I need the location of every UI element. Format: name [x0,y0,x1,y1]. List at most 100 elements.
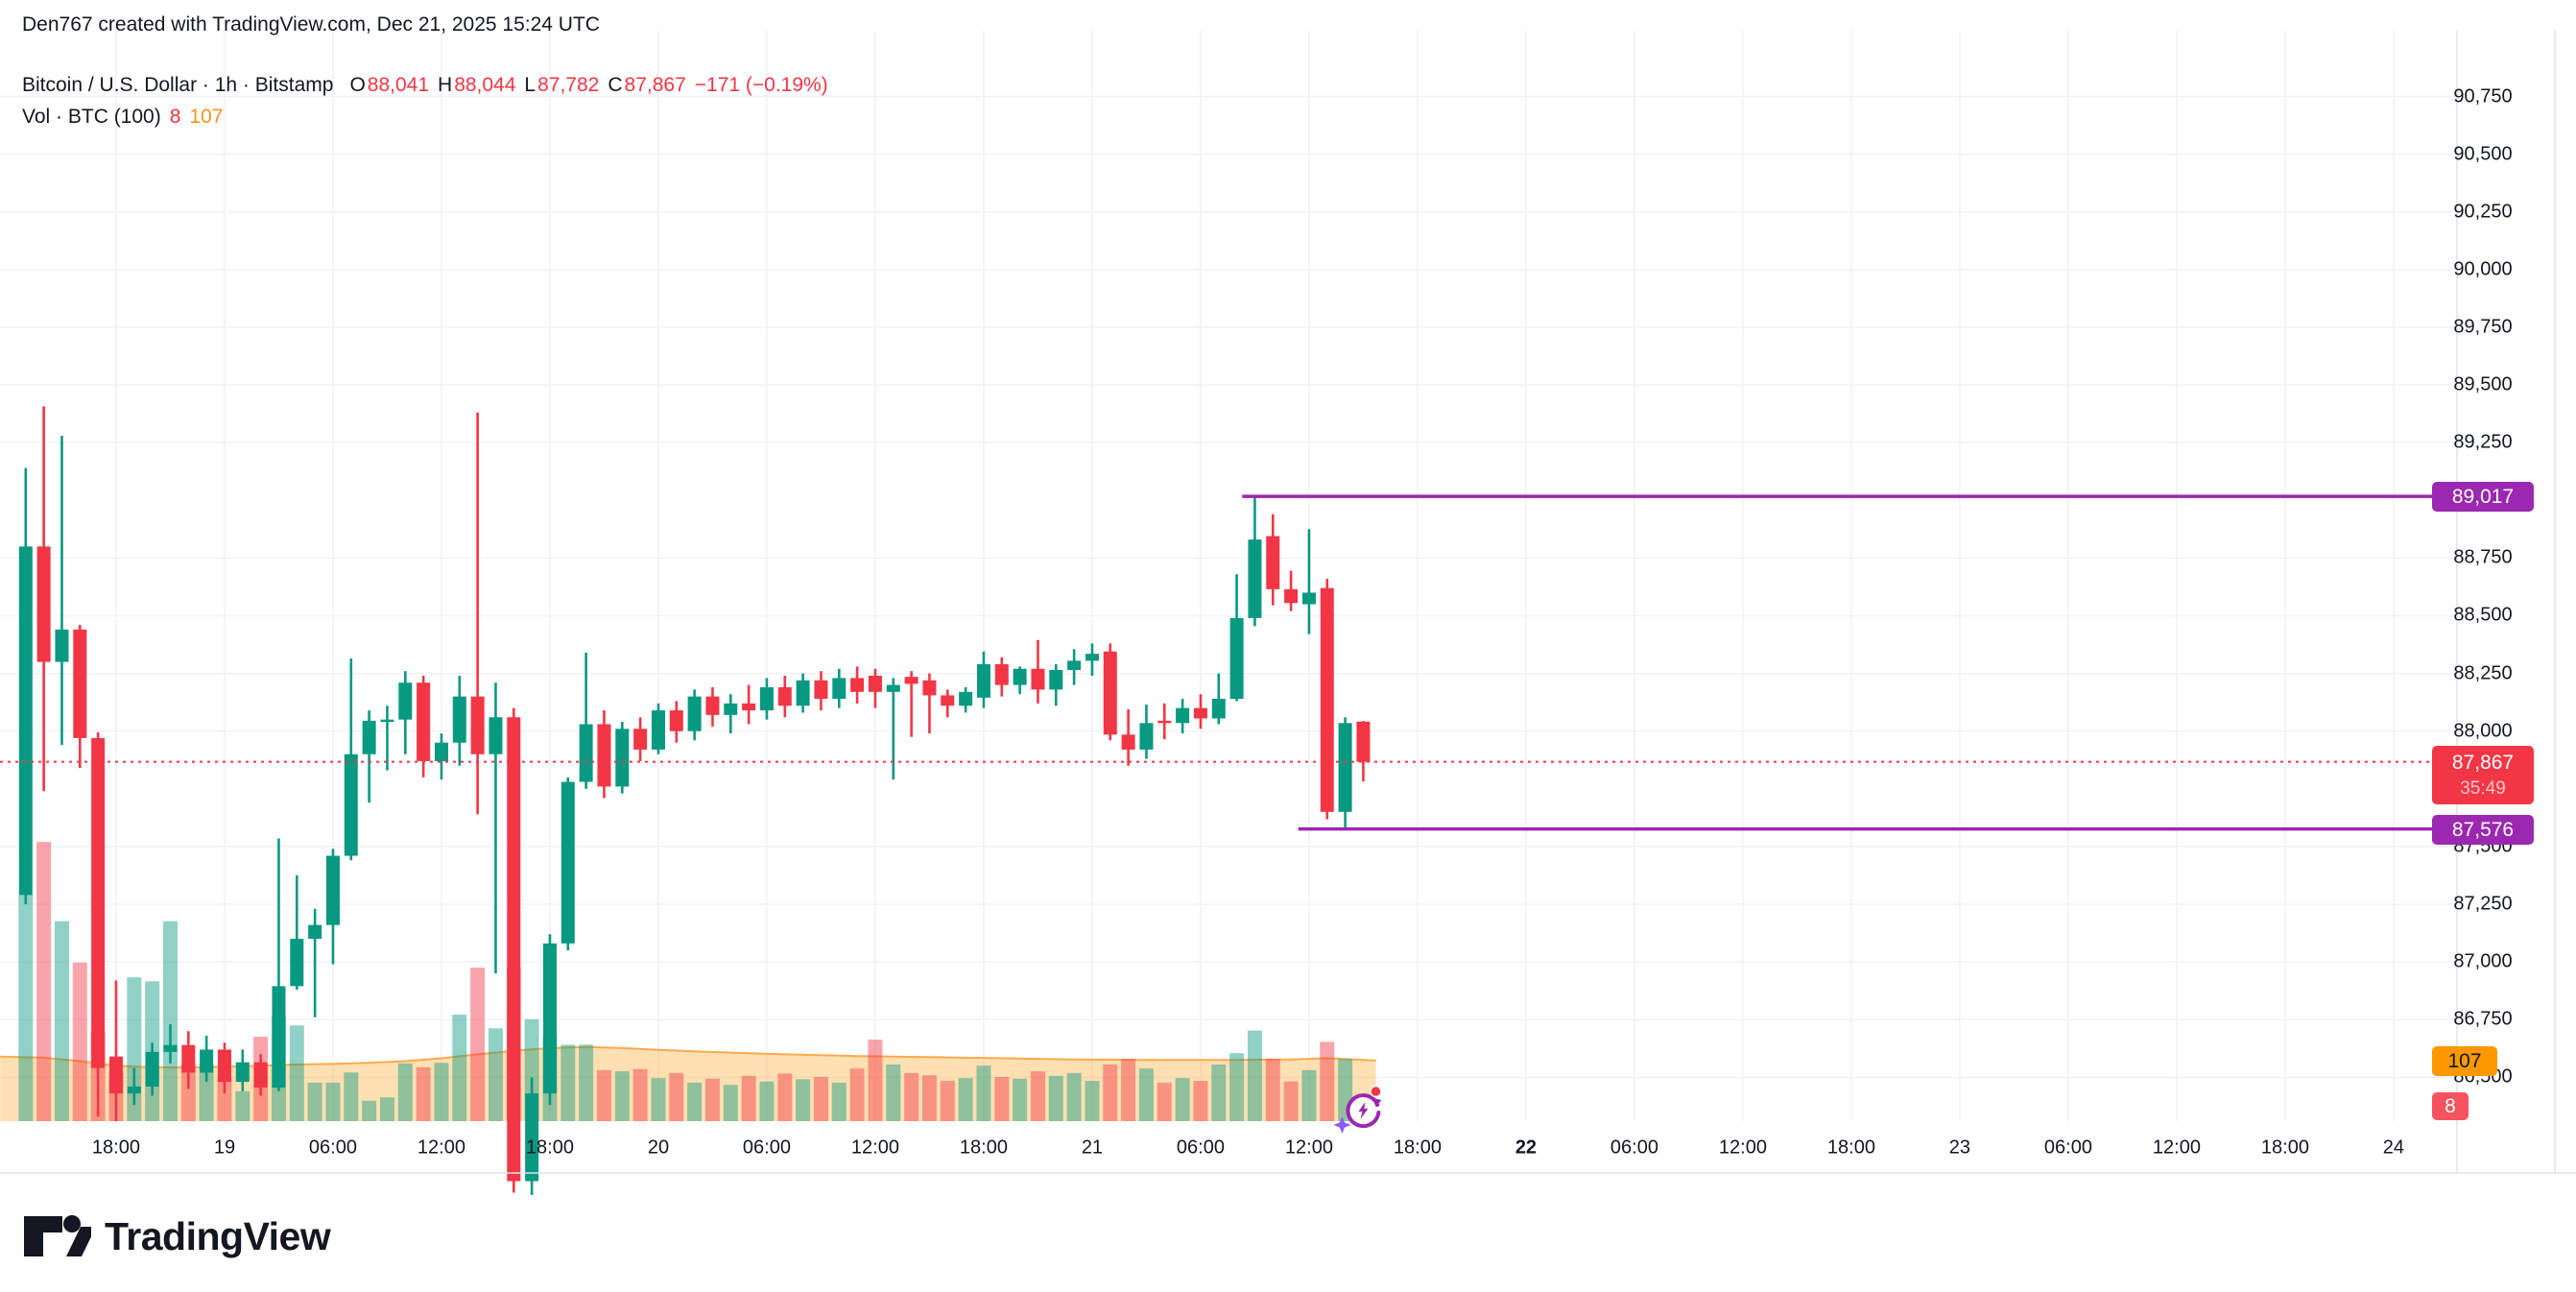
ohlc-open: O 88,041 [349,73,430,96]
ohlc-high: H 88,044 [438,73,516,96]
candle-body [235,1062,250,1083]
candle-body [561,781,575,944]
volume-bar [579,1044,594,1121]
candle-body [1121,734,1135,750]
candle-body [434,742,448,761]
candle-body [742,703,756,711]
time-axis-label: 22 [1515,1136,1538,1159]
volume-bar [1048,1075,1063,1121]
volume-bar [54,921,69,1121]
volume-bar [199,1063,214,1121]
volume-bar [1265,1059,1280,1121]
candle-body [507,717,521,1182]
candle-body [127,1086,141,1094]
candle-wick [494,682,497,974]
candle-body [308,924,322,940]
time-axis-label: 06:00 [308,1136,357,1159]
volume-ma-value: 107 [189,105,224,128]
candle-body [994,663,1009,685]
candle-body [615,729,630,787]
volume-bar [72,962,87,1121]
price-axis-label: 89,750 [2453,316,2513,338]
legend-volume-row[interactable]: Vol · BTC (100) 8 107 [22,101,828,132]
time-axis-label: 18:00 [2260,1136,2309,1159]
candle-body [1031,668,1045,690]
volume-bar [1211,1065,1227,1121]
time-axis-label: 18:00 [1393,1136,1442,1159]
volume-bar [1138,1068,1154,1121]
time-axis-label: 21 [1081,1136,1104,1159]
time-axis-label: 20 [647,1136,670,1159]
volume-bar [687,1082,703,1121]
candle-body [1338,723,1352,812]
candle-body [73,629,87,738]
volume-bar [976,1065,991,1121]
candle-wick [910,671,913,737]
candle-wick [928,673,931,734]
tradingview-logo-text: TradingView [105,1213,331,1258]
candle-body [1157,720,1172,724]
candle-body [886,684,900,692]
candle-body [1193,707,1207,719]
candle-body [759,687,774,711]
ohlc-close: C 87,867 [608,73,686,96]
candle-body [1248,539,1262,618]
candle-body [1301,592,1316,605]
volume-bar [180,1063,196,1121]
volume-bar [362,1100,377,1121]
candle-body [1266,536,1280,589]
price-axis-label: 90,250 [2453,201,2513,223]
volume-bar [235,1090,250,1121]
volume-bar [651,1078,666,1121]
volume-bar [669,1072,684,1121]
candle-body [597,724,611,787]
candle-body [380,719,394,723]
candle-wick [892,678,895,780]
price-axis-label: 88,750 [2453,546,2513,568]
symbol-description: Bitcoin / U.S. Dollar · 1h · Bitstamp [22,73,334,96]
flash-replay-marker-icon[interactable] [1333,1085,1382,1135]
volume-bar [614,1071,630,1121]
volume-label: 8 [2432,1092,2469,1120]
volume-bar [831,1082,847,1121]
volume-bar [1121,1059,1136,1121]
volume-bar [723,1085,738,1121]
volume-bar [470,968,486,1121]
volume-bar [904,1072,919,1121]
volume-indicator-label: Vol · BTC (100) [22,105,161,128]
volume-bar [596,1069,611,1121]
price-axis-label: 90,500 [2453,143,2513,165]
volume-bar [1193,1081,1208,1121]
volume-bar [796,1079,811,1121]
candle-wick [295,874,298,990]
candle-body [724,703,738,715]
candle-body [217,1049,231,1083]
volume-bar [1103,1065,1118,1121]
tradingview-logo[interactable]: TradingView [22,1212,331,1260]
candle-wick [169,1024,172,1064]
candle-body [1320,587,1334,812]
volume-bar [217,1078,232,1121]
time-axis-label: 06:00 [742,1136,791,1159]
price-axis-label: 86,750 [2453,1008,2513,1030]
volume-bar [1030,1071,1045,1121]
change-value: −171 (−0.19%) [694,73,828,96]
candle-body [163,1044,178,1052]
candle-body [91,737,106,1068]
time-axis-label: 18:00 [1826,1136,1875,1159]
volume-bar [561,1044,576,1121]
time-axis-label: 18:00 [91,1136,140,1159]
candle-body [1067,660,1082,670]
volume-bar [452,1015,467,1121]
volume-bar [777,1073,793,1121]
volume-bar [1013,1078,1028,1121]
candle-body [1103,651,1117,735]
price-axis-label: 87,250 [2453,893,2513,915]
candle-body [904,677,918,684]
candle-body [200,1049,214,1073]
candle-body [1356,721,1371,762]
volume-bar [1157,1082,1172,1121]
volume-bar [1085,1081,1100,1121]
